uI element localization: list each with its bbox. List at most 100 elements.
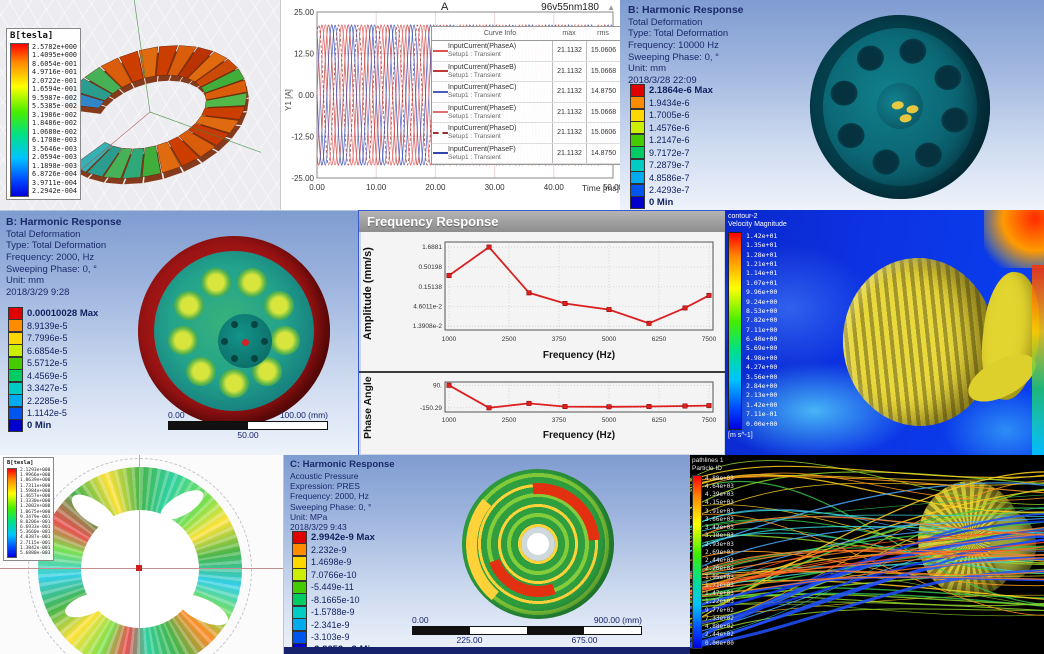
curve-info-legend: Curve Info max rms InputCurrent(PhaseA) S… [431, 26, 621, 165]
legend-row: -2.341e-9 [292, 618, 376, 632]
x-tick-label: 6250 [652, 417, 667, 424]
scroll-up-icon[interactable]: ▲ [607, 3, 615, 12]
legend-row: -3.103e-9 [292, 630, 376, 644]
legend-value: 2.84e+00 [746, 382, 778, 391]
legend-value: 2.232e-9 [311, 544, 347, 555]
streamline [690, 529, 1044, 625]
result-info-block: B: Harmonic Response Total Deformation Ty… [628, 4, 744, 86]
crosshair-vertical [139, 455, 140, 654]
curve-rms-value: 15.0606 [586, 41, 620, 61]
result-info-line: Unit: MPa [290, 512, 328, 523]
streamlines-viewport[interactable]: pathlines 1 Particle ID 4.88e+03 4.64e+03… [690, 455, 1044, 654]
coil-segment [167, 136, 200, 167]
streamline [690, 550, 1044, 575]
maxwell-torus-viewport[interactable]: B[tesla] 2.5782e+000 1.4095e+000 8.6054e-0… [0, 0, 280, 210]
curve-name-line1: InputCurrent(PhaseA) [448, 43, 517, 51]
legend-value: 2.1864e-6 Max [649, 84, 713, 96]
legend-color-chip [8, 381, 23, 395]
y-tick-label: 90. [433, 382, 442, 389]
legend-value: 1.1142e-5 [27, 408, 67, 419]
data-point-marker [682, 305, 688, 311]
curve-color-sample [433, 152, 448, 155]
legend-header-rms: rms [597, 30, 609, 37]
ruler-q1-label: 225.00 [456, 635, 483, 645]
legend-color-chip [8, 319, 23, 333]
legend-value: 2.13e+00 [746, 391, 778, 400]
legend-header-max: max [562, 30, 576, 37]
legend-row: 1.4576e-6 [630, 121, 713, 135]
legend-value: -3.103e-9 [311, 632, 350, 643]
pressure-legend: 2.9942e-9 Max 2.232e-9 1.4698e-9 7.0766e-10… [292, 530, 376, 654]
coil-segment [156, 141, 181, 174]
ruler-left-label: 0.00 [168, 410, 185, 420]
streamline [690, 608, 1044, 639]
legend-row: 0.00010028 Max [8, 306, 98, 320]
acoustic-disc-model [450, 457, 626, 633]
streamline [690, 521, 1044, 579]
data-point-marker [562, 301, 568, 306]
legend-value: 2.4293e-7 [649, 185, 690, 196]
ruler-mid-label: 50.00 [237, 430, 259, 440]
wheel-hole [236, 268, 267, 298]
streamline [690, 474, 1044, 513]
legend-value: 2.2285e-5 [27, 395, 68, 406]
x-tick-label: 7500 [702, 417, 717, 424]
harmonic-response-2000hz-viewport[interactable]: B: Harmonic Response Total Deformation Ty… [0, 210, 358, 456]
legend-row: 1.9434e-6 [630, 96, 713, 110]
x-axis-label: Frequency (Hz) [543, 430, 615, 441]
acoustic-pressure-viewport[interactable]: C: Harmonic Response Acoustic Pressure Ex… [283, 455, 691, 654]
legend-row: InputCurrent(PhaseC) Setup1 : Transient 21… [432, 82, 620, 103]
legend-value: 1.21e+01 [746, 259, 778, 268]
curve-name-line1: InputCurrent(PhaseB) [448, 63, 517, 71]
hub-bolt [231, 355, 238, 363]
streamline [690, 525, 1044, 552]
legend-color-chip [8, 419, 23, 433]
y-tick-label: 25.00 [294, 8, 315, 17]
curve-color-sample [433, 131, 448, 134]
legend-value: 1.8486e-002 [32, 119, 78, 128]
legend-value: 6.6933e-001 [20, 525, 51, 531]
result-info-line: Sweeping Phase: 0, ° [6, 263, 97, 275]
legend-header: Curve Info max rms [432, 27, 620, 41]
result-info-line: 2018/3/28 22:09 [628, 74, 697, 86]
wheel-hole [270, 326, 301, 356]
x-tick-label: 1000 [442, 336, 457, 343]
legend-value: 7.0766e-10 [311, 569, 357, 580]
legend-color-chip [292, 580, 307, 594]
amplitude-chart: 1000 2500 3750 5000 6250 7500 1.6881 0.50198 0.1… [413, 241, 717, 361]
legend-value: 8.53e+00 [746, 306, 778, 315]
legend-value: 4.0387e-001 [20, 535, 51, 541]
legend-row: 0 Min [8, 419, 98, 433]
x-tick-label: 10.00 [366, 183, 387, 192]
legend-value: 1.4657e+000 [20, 493, 51, 499]
legend-value: 3.56e+00 [746, 372, 778, 381]
x-tick-label: 2500 [502, 336, 517, 343]
legend-value: 7.82e+00 [746, 316, 778, 325]
colorbar [10, 43, 29, 197]
legend-value: 2.0722e-001 [32, 76, 78, 85]
legend-value: 9.5987e-002 [32, 93, 78, 102]
coil-segment [187, 123, 230, 146]
result-info-line: Acoustic Pressure [290, 470, 359, 481]
legend-value: 2.7115e-001 [20, 540, 51, 546]
legend-value: 7.11e+00 [746, 325, 778, 334]
wheel-hole [201, 268, 232, 298]
wheel-hole [870, 147, 901, 177]
legend-value: 3.9711e-004 [32, 178, 78, 187]
legend-value: 4.9716e-001 [32, 68, 78, 77]
streamline [690, 533, 1044, 591]
legend-value: 1.28e+01 [746, 250, 778, 259]
result-info-line: Type: Total Deformation [628, 28, 729, 40]
velocity-legend: contour-2 Velocity Magnitude 1.42e+01 1.3… [728, 213, 787, 440]
y-tick-label: 0.00 [298, 91, 314, 100]
transient-current-plot-panel[interactable]: 0.00 10.00 20.00 30.00 40.00 50.00 25.00 12.50 0… [280, 0, 621, 210]
window-titlebar[interactable]: Frequency Response [359, 211, 726, 232]
legend-row: InputCurrent(PhaseD) Setup1 : Transient 21… [432, 123, 620, 144]
cfd-velocity-viewport[interactable]: contour-2 Velocity Magnitude 1.42e+01 1.3… [725, 210, 1044, 455]
legend-value: 1.07e+01 [746, 278, 778, 287]
legend-value: 1.22e+03 [705, 598, 734, 606]
maxwell-stator-viewport[interactable]: B[tesla] 2.1293e+000 1.9966e+000 1.8639e+0… [0, 455, 283, 654]
legend-value: 4.27e+00 [746, 363, 778, 372]
legend-color-chip [292, 555, 307, 569]
harmonic-response-10000hz-viewport[interactable]: B: Harmonic Response Total Deformation Ty… [620, 0, 1044, 210]
